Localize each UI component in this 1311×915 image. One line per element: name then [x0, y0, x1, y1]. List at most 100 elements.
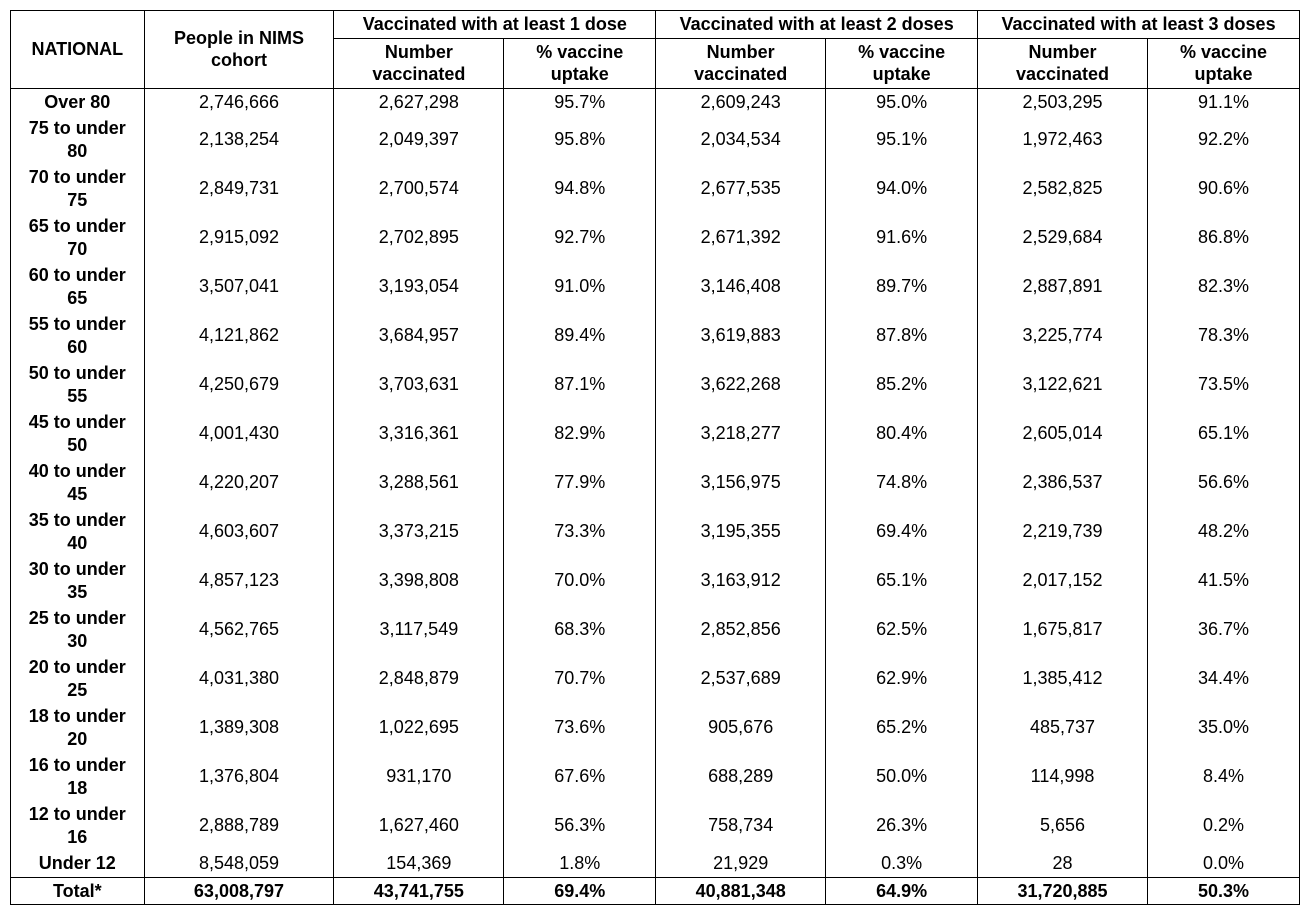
d3-pct-cell: 36.7% — [1147, 605, 1299, 654]
total-d2-pct: 64.9% — [826, 877, 978, 905]
d1-pct-cell: 77.9% — [504, 458, 656, 507]
cohort-cell: 4,031,380 — [144, 654, 334, 703]
table-row: 12 to under 162,888,7891,627,46056.3%758… — [11, 801, 1300, 850]
d2-pct-cell: 95.1% — [826, 115, 978, 164]
d3-pct-cell: 92.2% — [1147, 115, 1299, 164]
d2-num-cell: 2,609,243 — [656, 88, 826, 115]
table-row: 20 to under 254,031,3802,848,87970.7%2,5… — [11, 654, 1300, 703]
d3-num-cell: 1,675,817 — [978, 605, 1148, 654]
age-band-label: 70 to under 75 — [11, 164, 145, 213]
d1-num-cell: 3,398,808 — [334, 556, 504, 605]
d2-num-cell: 2,034,534 — [656, 115, 826, 164]
d2-pct-cell: 62.9% — [826, 654, 978, 703]
table-row: 30 to under 354,857,1233,398,80870.0%3,1… — [11, 556, 1300, 605]
d3-num-cell: 2,887,891 — [978, 262, 1148, 311]
cohort-cell: 1,376,804 — [144, 752, 334, 801]
d2-pct-cell: 87.8% — [826, 311, 978, 360]
d2-num-cell: 3,146,408 — [656, 262, 826, 311]
cohort-cell: 2,915,092 — [144, 213, 334, 262]
d2-num-cell: 3,622,268 — [656, 360, 826, 409]
age-band-label: Over 80 — [11, 88, 145, 115]
table-row: 25 to under 304,562,7653,117,54968.3%2,8… — [11, 605, 1300, 654]
d2-num-cell: 905,676 — [656, 703, 826, 752]
header-dose1-group: Vaccinated with at least 1 dose — [334, 11, 656, 39]
d2-pct-cell: 26.3% — [826, 801, 978, 850]
table-row: 50 to under 554,250,6793,703,63187.1%3,6… — [11, 360, 1300, 409]
d2-num-cell: 21,929 — [656, 850, 826, 877]
d3-num-cell: 2,017,152 — [978, 556, 1148, 605]
d2-num-cell: 3,218,277 — [656, 409, 826, 458]
age-band-label: 16 to under 18 — [11, 752, 145, 801]
d1-pct-cell: 92.7% — [504, 213, 656, 262]
d1-pct-cell: 87.1% — [504, 360, 656, 409]
table-row: 55 to under 604,121,8623,684,95789.4%3,6… — [11, 311, 1300, 360]
d3-num-cell: 2,219,739 — [978, 507, 1148, 556]
d2-pct-cell: 65.2% — [826, 703, 978, 752]
cohort-cell: 8,548,059 — [144, 850, 334, 877]
cohort-cell: 2,746,666 — [144, 88, 334, 115]
d1-pct-cell: 68.3% — [504, 605, 656, 654]
d3-num-cell: 28 — [978, 850, 1148, 877]
d3-pct-cell: 0.2% — [1147, 801, 1299, 850]
age-band-label: 55 to under 60 — [11, 311, 145, 360]
header-d1-pct: % vaccine uptake — [504, 38, 656, 88]
d2-pct-cell: 62.5% — [826, 605, 978, 654]
d2-pct-cell: 94.0% — [826, 164, 978, 213]
header-dose3-group: Vaccinated with at least 3 doses — [978, 11, 1300, 39]
d1-pct-cell: 56.3% — [504, 801, 656, 850]
d3-num-cell: 485,737 — [978, 703, 1148, 752]
d1-num-cell: 3,373,215 — [334, 507, 504, 556]
d1-num-cell: 3,193,054 — [334, 262, 504, 311]
d1-pct-cell: 95.8% — [504, 115, 656, 164]
total-cohort: 63,008,797 — [144, 877, 334, 905]
d1-pct-cell: 1.8% — [504, 850, 656, 877]
d3-pct-cell: 56.6% — [1147, 458, 1299, 507]
d3-num-cell: 2,386,537 — [978, 458, 1148, 507]
d2-num-cell: 3,619,883 — [656, 311, 826, 360]
d2-num-cell: 688,289 — [656, 752, 826, 801]
age-band-label: 30 to under 35 — [11, 556, 145, 605]
d3-num-cell: 3,225,774 — [978, 311, 1148, 360]
d2-pct-cell: 69.4% — [826, 507, 978, 556]
age-band-label: 45 to under 50 — [11, 409, 145, 458]
d2-pct-cell: 89.7% — [826, 262, 978, 311]
cohort-cell: 2,849,731 — [144, 164, 334, 213]
d2-num-cell: 2,671,392 — [656, 213, 826, 262]
d2-num-cell: 2,852,856 — [656, 605, 826, 654]
d2-pct-cell: 95.0% — [826, 88, 978, 115]
header-d2-num: Number vaccinated — [656, 38, 826, 88]
table-row: 40 to under 454,220,2073,288,56177.9%3,1… — [11, 458, 1300, 507]
cohort-cell: 4,001,430 — [144, 409, 334, 458]
d3-pct-cell: 91.1% — [1147, 88, 1299, 115]
d3-pct-cell: 82.3% — [1147, 262, 1299, 311]
d3-num-cell: 3,122,621 — [978, 360, 1148, 409]
cohort-cell: 4,562,765 — [144, 605, 334, 654]
table-row: 65 to under 702,915,0922,702,89592.7%2,6… — [11, 213, 1300, 262]
d2-pct-cell: 80.4% — [826, 409, 978, 458]
table-row: 18 to under 201,389,3081,022,69573.6%905… — [11, 703, 1300, 752]
d3-num-cell: 114,998 — [978, 752, 1148, 801]
d3-num-cell: 2,582,825 — [978, 164, 1148, 213]
d3-num-cell: 2,529,684 — [978, 213, 1148, 262]
d2-num-cell: 3,163,912 — [656, 556, 826, 605]
d1-num-cell: 2,049,397 — [334, 115, 504, 164]
age-band-label: 60 to under 65 — [11, 262, 145, 311]
d3-pct-cell: 8.4% — [1147, 752, 1299, 801]
age-band-label: 35 to under 40 — [11, 507, 145, 556]
d1-pct-cell: 95.7% — [504, 88, 656, 115]
d1-num-cell: 2,700,574 — [334, 164, 504, 213]
d1-num-cell: 3,703,631 — [334, 360, 504, 409]
cohort-cell: 4,250,679 — [144, 360, 334, 409]
d3-pct-cell: 86.8% — [1147, 213, 1299, 262]
total-row: Total*63,008,79743,741,75569.4%40,881,34… — [11, 877, 1300, 905]
d1-num-cell: 2,848,879 — [334, 654, 504, 703]
total-d3-num: 31,720,885 — [978, 877, 1148, 905]
age-band-label: 18 to under 20 — [11, 703, 145, 752]
total-d1-num: 43,741,755 — [334, 877, 504, 905]
d1-num-cell: 154,369 — [334, 850, 504, 877]
d3-pct-cell: 90.6% — [1147, 164, 1299, 213]
d1-num-cell: 2,702,895 — [334, 213, 504, 262]
d2-num-cell: 758,734 — [656, 801, 826, 850]
d3-pct-cell: 0.0% — [1147, 850, 1299, 877]
d2-pct-cell: 65.1% — [826, 556, 978, 605]
